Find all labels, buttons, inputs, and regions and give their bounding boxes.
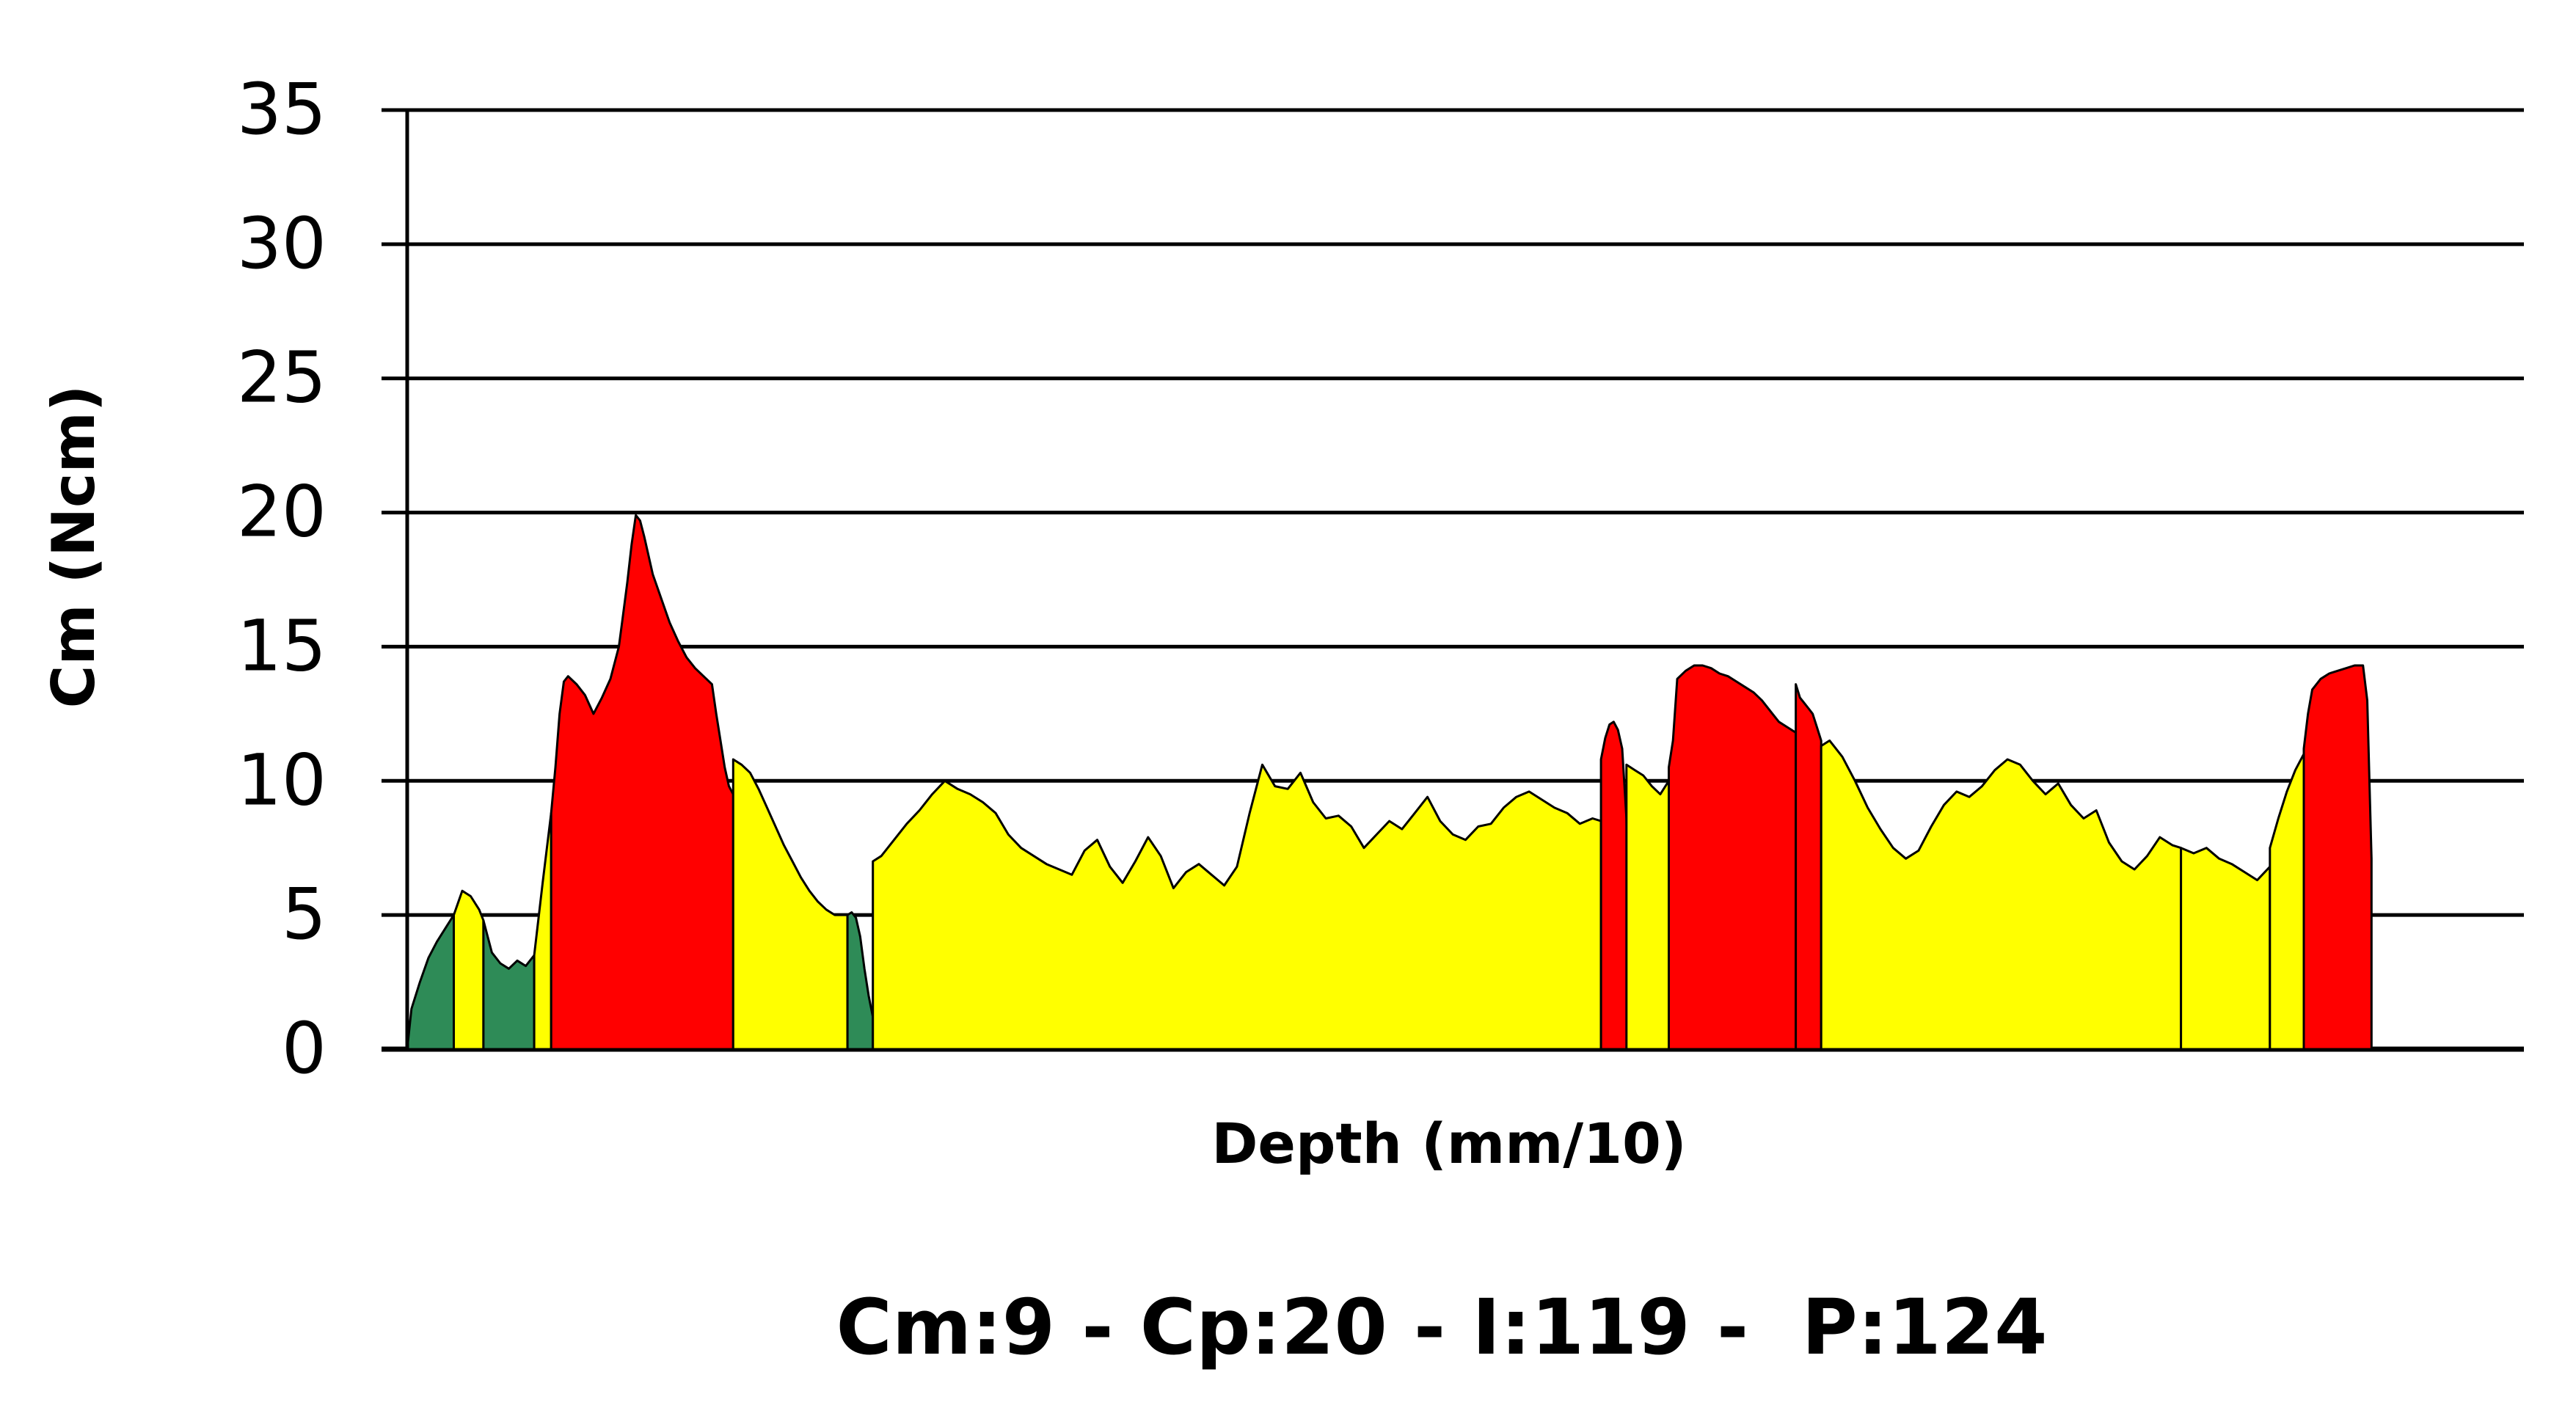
area-segment-yellow-5 xyxy=(731,758,849,1051)
area-segment-red-10 xyxy=(1668,664,1798,1051)
area-segment-red-11 xyxy=(1795,683,1822,1051)
summary-stats: Cm:9 - Cp:20 - I:119 - P:124 xyxy=(836,1282,2048,1372)
area-segment-green-6 xyxy=(846,911,875,1051)
data-areas xyxy=(406,514,2373,1051)
y-tick-label: 15 xyxy=(237,605,326,687)
area-segment-red-4 xyxy=(550,514,734,1051)
y-tick-label: 0 xyxy=(282,1007,326,1090)
y-axis-label: Cm (Ncm) xyxy=(40,385,108,709)
x-axis-label: Depth (mm/10) xyxy=(1211,1111,1686,1176)
area-segment-red-15 xyxy=(2302,664,2373,1051)
area-segment-yellow-13 xyxy=(2180,847,2272,1051)
y-tick-label: 10 xyxy=(237,739,326,821)
y-tick-label: 5 xyxy=(282,873,326,955)
area-segment-yellow-3 xyxy=(533,811,552,1051)
y-tick-labels: 0 5 10 15 20 25 30 35 xyxy=(237,68,326,1090)
area-segment-yellow-1 xyxy=(453,889,485,1051)
area-segment-yellow-12 xyxy=(1820,739,2183,1051)
area-segment-green-0 xyxy=(406,913,455,1051)
area-segment-yellow-7 xyxy=(872,763,1602,1051)
area-segment-yellow-9 xyxy=(1625,763,1670,1051)
area-segment-green-2 xyxy=(482,919,536,1051)
y-tick-label: 30 xyxy=(237,202,326,285)
y-tick-label: 20 xyxy=(237,471,326,553)
area-segment-yellow-14 xyxy=(2269,753,2305,1051)
y-tick-label: 25 xyxy=(237,337,326,419)
y-tick-label: 35 xyxy=(237,68,326,150)
